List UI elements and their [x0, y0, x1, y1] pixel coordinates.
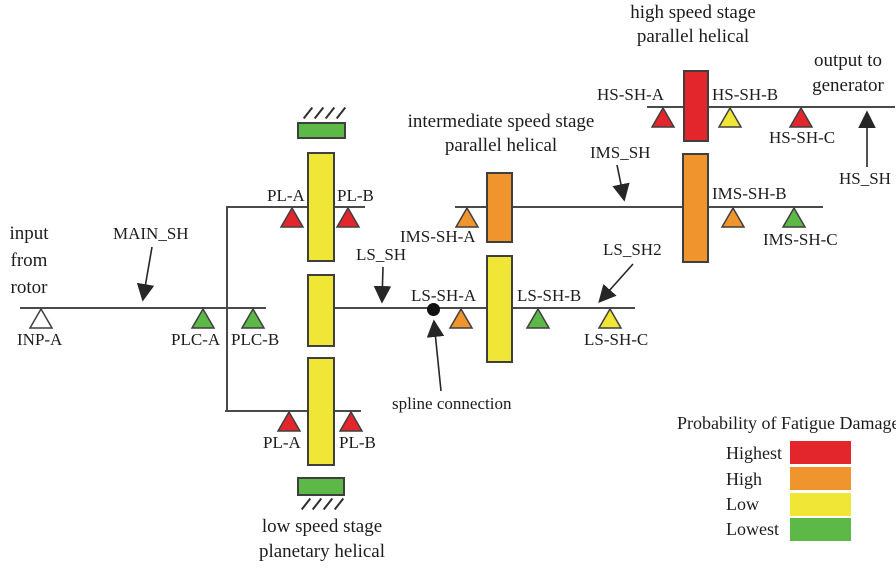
label-pl-a-bottom: PL-A — [263, 433, 301, 452]
bearing-ims-sh-a — [454, 206, 480, 228]
label-ims-sh-b: IMS-SH-B — [712, 184, 787, 203]
title-low-speed-stage: low speed stage planetary helical — [258, 516, 386, 562]
arrow-ls-sh — [373, 266, 392, 304]
arrow-ls-sh2 — [598, 263, 634, 303]
label-pl-a-top: PL-A — [267, 186, 305, 205]
legend-label-lowest: Lowest — [726, 519, 779, 539]
arrow-main-sh — [136, 246, 155, 302]
label-ims-sh-a: IMS-SH-A — [400, 227, 476, 246]
main-shaft-line — [20, 307, 266, 309]
sun-gear — [307, 274, 335, 347]
carrier-top-line — [226, 206, 365, 208]
bearing-ls-sh-a — [448, 307, 474, 329]
label-pl-b-top: PL-B — [337, 186, 374, 205]
ls-wheel — [486, 255, 513, 363]
input-from-rotor-text: input from rotor — [9, 223, 49, 298]
bearing-plc-a — [190, 307, 216, 329]
label-plc-b: PLC-B — [231, 330, 280, 349]
carrier-vertical-line — [226, 206, 228, 412]
bearing-ims-sh-b — [720, 206, 746, 228]
intermediate-shaft-line — [455, 206, 823, 208]
label-ls-sh2: LS_SH2 — [603, 240, 662, 259]
output-to-generator-text: output to generator — [812, 50, 884, 96]
low-speed-shaft-line — [335, 307, 635, 309]
ims-pinion — [486, 172, 513, 243]
ground-block-bottom — [297, 477, 345, 496]
bearing-pl-b-bottom — [338, 410, 364, 432]
legend-swatch-lowest — [790, 518, 851, 541]
label-spline-connection: spline connection — [392, 394, 512, 413]
bearing-hs-sh-b — [717, 106, 743, 128]
bearing-ls-sh-c — [597, 307, 623, 329]
legend-title: Probability of Fatigue Damage — [677, 413, 896, 433]
label-hs-sh-b: HS-SH-B — [712, 85, 779, 104]
bearing-pl-a-bottom — [276, 410, 302, 432]
hs-pinion — [683, 70, 709, 142]
bearing-pl-b-top — [335, 206, 361, 228]
label-ims-sh: IMS_SH — [590, 143, 651, 162]
legend-label-low: Low — [726, 494, 759, 514]
bearing-inp-a — [28, 307, 54, 329]
title-high-speed-stage: high speed stage parallel helical — [630, 2, 756, 47]
label-ls-sh: LS_SH — [356, 245, 407, 264]
arrow-ims-sh — [612, 164, 630, 202]
title-intermediate-speed-stage: intermediate speed stage parallel helical — [407, 111, 595, 156]
bearing-pl-a-top — [279, 206, 305, 228]
label-main-sh: MAIN_SH — [113, 224, 189, 243]
legend-swatch-high — [790, 467, 851, 490]
ims-wheel — [682, 153, 709, 263]
label-hs-sh: HS_SH — [839, 169, 891, 188]
legend-swatch-low — [790, 493, 851, 516]
bearing-plc-b — [240, 307, 266, 329]
arrow-spline-connection — [426, 319, 445, 392]
label-ls-sh-b: LS-SH-B — [517, 286, 582, 305]
label-plc-a: PLC-A — [171, 330, 221, 349]
carrier-bottom-line — [225, 410, 361, 412]
label-hs-sh-a: HS-SH-A — [597, 85, 665, 104]
legend-label-high: High — [726, 469, 762, 489]
legend-swatch-highest — [790, 441, 851, 464]
planet-gear-top — [307, 152, 335, 262]
spline-connection-dot — [427, 303, 440, 316]
label-inp-a: INP-A — [17, 330, 63, 349]
high-speed-shaft-line — [647, 106, 895, 108]
bearing-hs-sh-c — [788, 106, 814, 128]
bearing-ls-sh-b — [525, 307, 551, 329]
legend-label-highest: Highest — [726, 443, 782, 463]
bearing-hs-sh-a — [650, 106, 676, 128]
ground-block-top — [297, 122, 346, 139]
label-hs-sh-c: HS-SH-C — [769, 128, 836, 147]
label-ls-sh-c: LS-SH-C — [584, 330, 649, 349]
label-ims-sh-c: IMS-SH-C — [763, 230, 838, 249]
bearing-ims-sh-c — [781, 206, 807, 228]
label-ls-sh-a: LS-SH-A — [411, 286, 477, 305]
label-pl-b-bottom: PL-B — [339, 433, 376, 452]
planet-gear-bottom — [307, 357, 335, 466]
